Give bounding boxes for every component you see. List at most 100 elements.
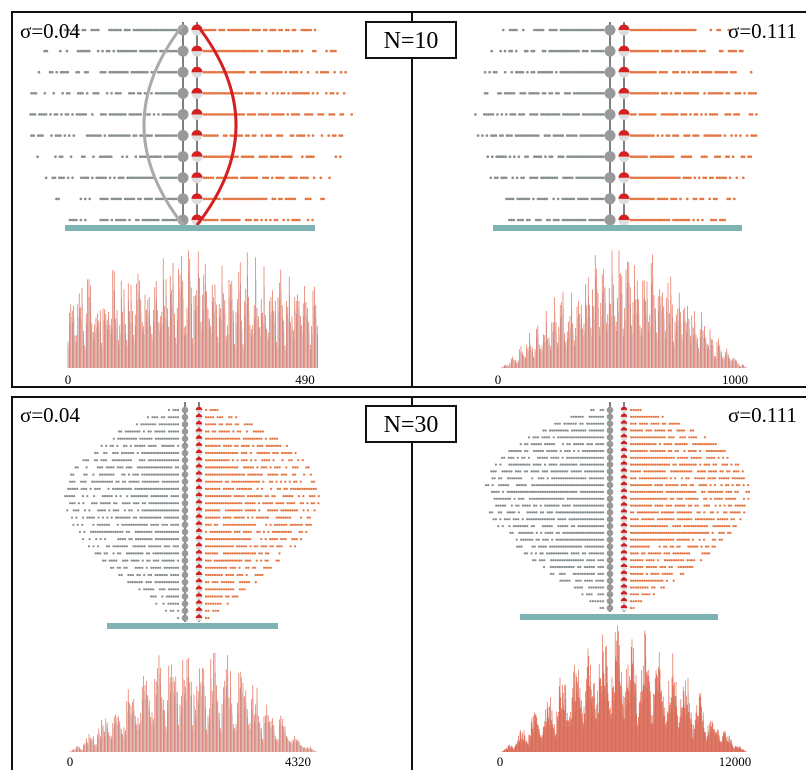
node: [195, 442, 203, 446]
node: [606, 584, 614, 591]
node: [191, 87, 203, 94]
node: [604, 130, 616, 142]
node: [620, 502, 628, 506]
node: [181, 471, 189, 478]
node: [195, 499, 203, 504]
node: [195, 507, 203, 511]
node: [620, 488, 628, 492]
axis-start-label: 0: [67, 754, 74, 769]
node: [606, 468, 614, 475]
node: [606, 591, 614, 598]
node: [195, 564, 203, 568]
node: [606, 536, 614, 544]
histogram: [501, 250, 747, 368]
node: [606, 522, 614, 530]
node: [606, 550, 614, 557]
node: [620, 604, 628, 608]
node: [620, 474, 628, 479]
node: [181, 542, 189, 550]
node: [606, 454, 614, 462]
node: [606, 577, 614, 584]
node: [181, 413, 189, 421]
node: [618, 193, 630, 199]
panel-graphics: [29, 22, 758, 752]
node: [618, 172, 630, 178]
node: [195, 571, 203, 575]
node: [181, 456, 189, 464]
node: [181, 535, 189, 543]
node: [195, 456, 203, 461]
node: [604, 172, 616, 184]
base-bar: [107, 623, 278, 629]
node: [606, 509, 614, 516]
node: [177, 87, 189, 99]
node: [618, 108, 630, 115]
node: [181, 607, 189, 615]
node: [620, 522, 628, 527]
node: [195, 492, 203, 497]
node: [604, 193, 616, 205]
node: [181, 586, 189, 593]
node: [606, 413, 614, 421]
node: [177, 108, 189, 120]
axis-start-label: 0: [497, 754, 504, 769]
node: [618, 130, 630, 136]
node: [620, 536, 628, 540]
node: [606, 440, 614, 448]
axis-end-label: 1000: [722, 372, 748, 387]
node: [177, 172, 189, 184]
node: [191, 214, 203, 220]
node: [606, 447, 614, 455]
node: [620, 591, 628, 595]
node: [620, 447, 628, 451]
node: [191, 193, 203, 199]
node: [181, 449, 189, 457]
node: [195, 478, 203, 482]
node: [181, 521, 189, 529]
node: [181, 571, 189, 579]
node: [620, 420, 628, 424]
node: [620, 584, 628, 588]
base-bar: [65, 225, 315, 231]
node: [191, 172, 203, 178]
node: [177, 151, 189, 163]
node: [181, 464, 189, 471]
node: [195, 421, 203, 425]
node: [606, 474, 614, 482]
node: [195, 586, 203, 590]
node: [195, 406, 203, 410]
node: [181, 550, 189, 557]
n-label-box: [365, 405, 457, 443]
node: [618, 87, 630, 94]
node: [195, 578, 203, 583]
node: [195, 428, 203, 432]
node: [620, 563, 628, 568]
node: [606, 515, 614, 523]
node: [181, 485, 189, 493]
node: [181, 614, 189, 622]
arc: [195, 24, 238, 226]
node: [606, 495, 614, 503]
node: [606, 481, 614, 489]
node: [606, 604, 614, 612]
n-label-box: [365, 21, 457, 59]
node: [606, 563, 614, 571]
node: [195, 471, 203, 475]
axis-end-label: 12000: [719, 754, 752, 769]
histogram: [68, 273, 318, 368]
node: [620, 515, 628, 520]
node: [620, 577, 628, 581]
node: [604, 87, 616, 99]
histogram: [501, 273, 748, 368]
node: [181, 428, 189, 435]
node: [181, 557, 189, 564]
node: [620, 495, 628, 499]
node: [191, 45, 203, 52]
n-label: N=10: [384, 28, 439, 54]
node: [181, 478, 189, 486]
node: [195, 557, 203, 561]
node: [181, 435, 189, 442]
axis-end-label: 4320: [285, 754, 311, 769]
base-bar: [520, 614, 718, 620]
